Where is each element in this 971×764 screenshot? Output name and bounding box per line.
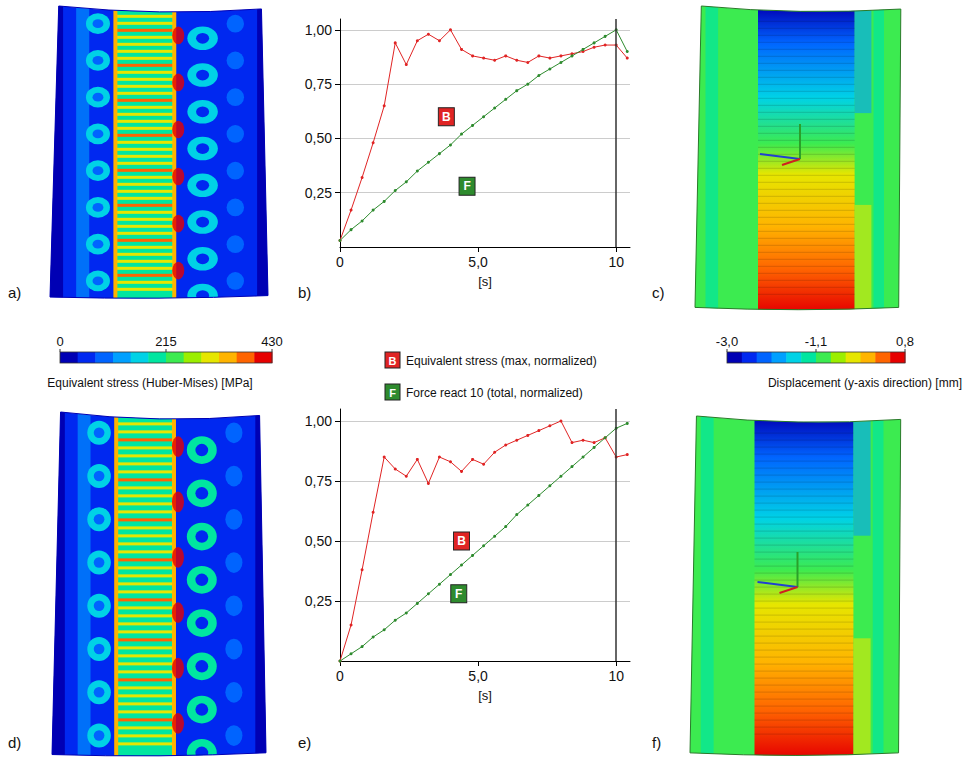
svg-text:b): b) (298, 284, 311, 301)
svg-text:B: B (442, 110, 451, 124)
svg-text:-1,1: -1,1 (805, 334, 827, 349)
svg-text:Displacement (y-axis direction: Displacement (y-axis direction) [mm] (768, 376, 962, 390)
svg-text:a): a) (8, 284, 21, 301)
svg-text:0,8: 0,8 (896, 334, 914, 349)
svg-text:F: F (455, 587, 462, 601)
svg-text:-3,0: -3,0 (716, 334, 738, 349)
svg-text:0,25: 0,25 (305, 185, 332, 201)
svg-text:0,50: 0,50 (305, 130, 332, 146)
svg-text:1,00: 1,00 (305, 22, 332, 38)
svg-text:0,50: 0,50 (305, 533, 332, 549)
svg-text:0,75: 0,75 (305, 473, 332, 489)
svg-text:[s]: [s] (478, 688, 492, 703)
svg-text:5,0: 5,0 (468, 668, 488, 684)
svg-text:10: 10 (608, 668, 624, 684)
svg-text:430: 430 (261, 334, 283, 349)
svg-text:5,0: 5,0 (468, 254, 488, 270)
svg-text:e): e) (298, 734, 311, 751)
svg-text:1,00: 1,00 (305, 413, 332, 429)
svg-text:F: F (389, 387, 396, 399)
svg-text:[s]: [s] (478, 274, 492, 289)
svg-text:f): f) (652, 734, 661, 751)
svg-text:0: 0 (336, 254, 344, 270)
svg-text:0,75: 0,75 (305, 76, 332, 92)
svg-text:215: 215 (155, 334, 177, 349)
svg-text:B: B (389, 355, 397, 367)
svg-text:0,25: 0,25 (305, 593, 332, 609)
svg-text:0: 0 (336, 668, 344, 684)
svg-text:d): d) (8, 734, 21, 751)
svg-text:B: B (457, 534, 466, 548)
svg-text:0: 0 (56, 334, 63, 349)
svg-text:F: F (463, 179, 470, 193)
svg-text:c): c) (652, 284, 665, 301)
svg-text:Equivalent stress (Huber-Mises: Equivalent stress (Huber-Mises) [MPa] (47, 376, 252, 390)
svg-text:Force react 10 (total, normali: Force react 10 (total, normalized) (406, 386, 583, 400)
svg-text:Equivalent stress (max, normal: Equivalent stress (max, normalized) (406, 354, 597, 368)
svg-text:10: 10 (608, 254, 624, 270)
